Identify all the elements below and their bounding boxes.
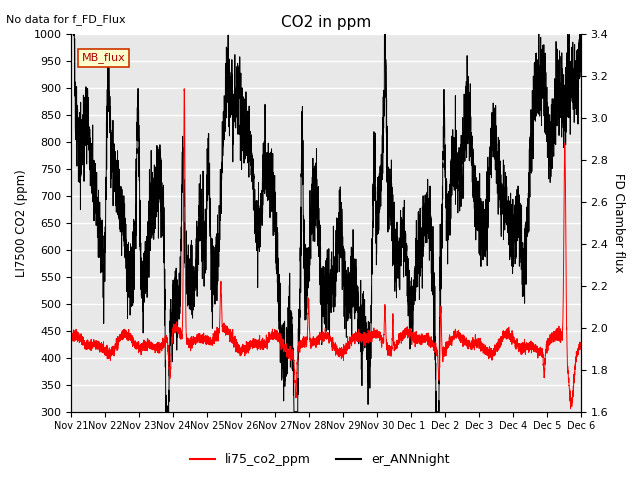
- Y-axis label: LI7500 CO2 (ppm): LI7500 CO2 (ppm): [15, 169, 28, 276]
- Y-axis label: FD Chamber flux: FD Chamber flux: [612, 173, 625, 273]
- Text: MB_flux: MB_flux: [81, 52, 125, 63]
- Legend: li75_co2_ppm, er_ANNnight: li75_co2_ppm, er_ANNnight: [186, 448, 454, 471]
- Title: CO2 in ppm: CO2 in ppm: [281, 15, 371, 30]
- Text: No data for f_FD_Flux: No data for f_FD_Flux: [6, 14, 126, 25]
